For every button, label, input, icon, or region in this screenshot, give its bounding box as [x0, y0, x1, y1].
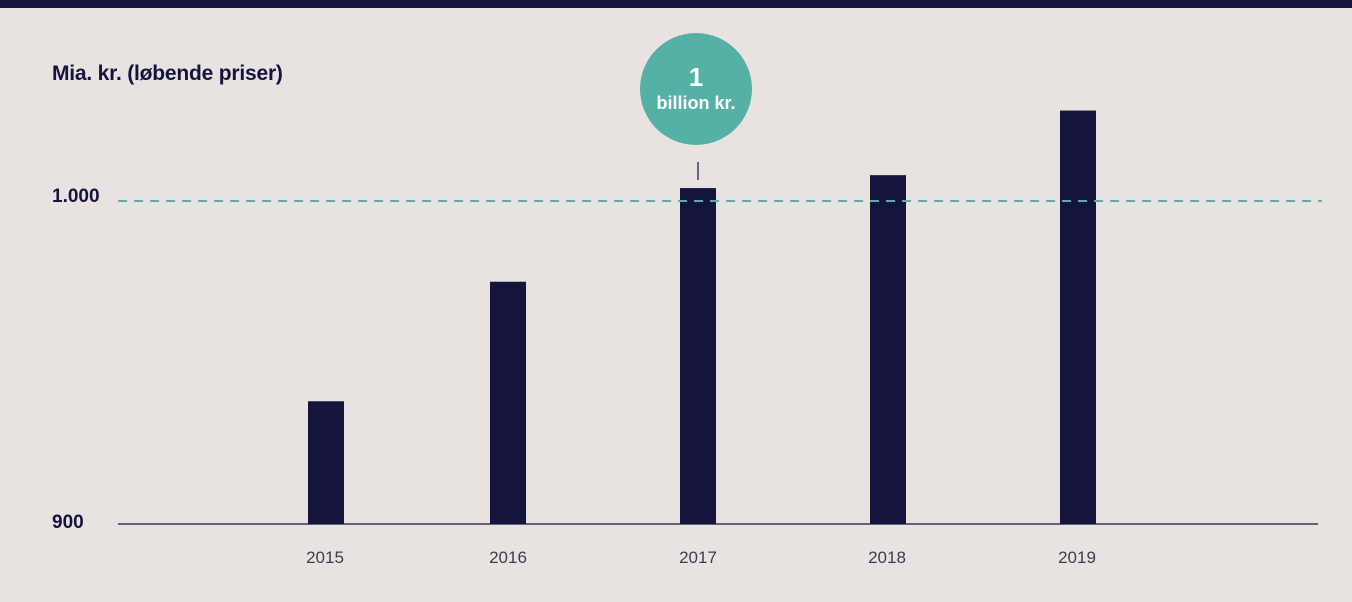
chart-panel: [0, 8, 1352, 602]
x-tick-label-2017: 2017: [679, 548, 717, 567]
bar-2017: [680, 188, 716, 524]
y-axis-title: Mia. kr. (løbende priser): [52, 62, 283, 85]
milestone-callout: 1 billion kr.: [640, 33, 752, 145]
top-bar: [0, 0, 1352, 8]
bar-2019: [1060, 110, 1096, 524]
x-tick-label-2019: 2019: [1058, 548, 1096, 567]
bar-chart: [118, 110, 1322, 525]
x-tick-label-2015: 2015: [306, 548, 344, 567]
x-tick-label-2016: 2016: [489, 548, 527, 567]
bar-2016: [490, 281, 526, 524]
y-tick-label-1000: 1.000: [52, 186, 100, 207]
callout-number: 1: [688, 62, 704, 92]
bar-2015: [308, 401, 344, 524]
x-tick-label-2018: 2018: [868, 548, 906, 567]
y-tick-label-900: 900: [52, 512, 84, 533]
callout-text: billion kr.: [656, 93, 736, 113]
bar-2018: [870, 175, 906, 524]
